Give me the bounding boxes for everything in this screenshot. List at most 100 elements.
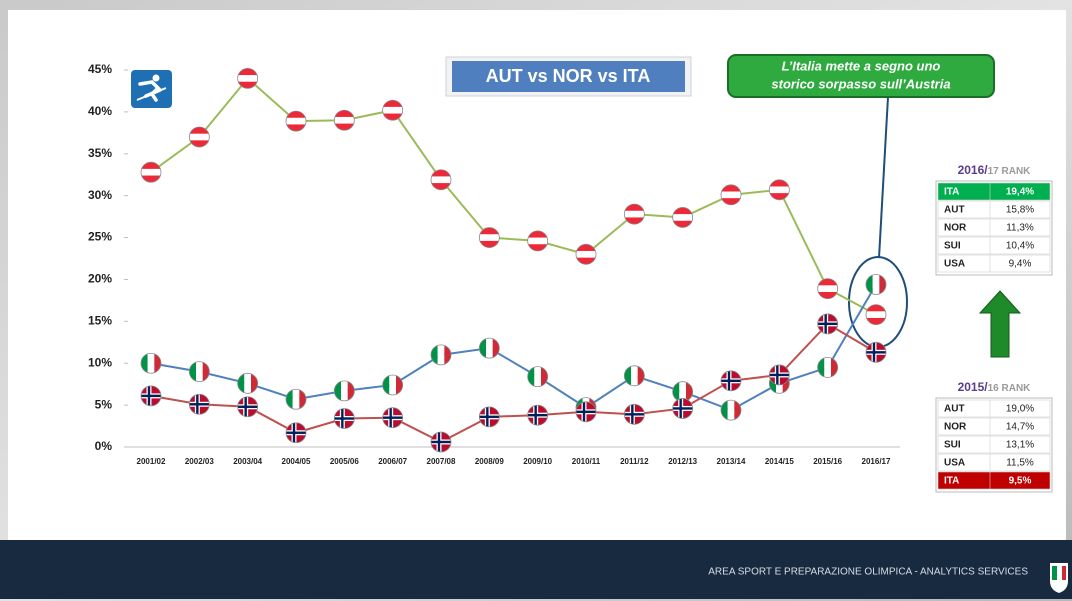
- y-tick-label: 10%: [88, 355, 112, 369]
- flag-marker: [188, 361, 210, 383]
- flag-marker: [478, 337, 500, 359]
- flag-marker: [575, 401, 597, 423]
- flag-marker: [768, 179, 790, 201]
- table-cell: NOR: [944, 422, 967, 433]
- flag-marker: [527, 366, 549, 388]
- x-tick-label: 2011/12: [620, 457, 649, 466]
- footer-band: [0, 540, 1072, 599]
- y-tick-label: 30%: [88, 188, 112, 202]
- table-cell: 15,8%: [1006, 205, 1034, 216]
- flag-marker: [237, 372, 259, 394]
- x-tick-label: 2010/11: [572, 457, 601, 466]
- title-box: [452, 61, 685, 92]
- flag-marker: [623, 403, 645, 425]
- table-cell: NOR: [944, 223, 967, 234]
- x-tick-label: 2012/13: [668, 457, 697, 466]
- table-row: [937, 236, 1051, 255]
- table-row: [937, 471, 1051, 490]
- plot: 0% 5% 10% 15% 20% 25% 30% 35% 40% 45% 2001/02 2002/…: [88, 62, 900, 466]
- series-line: [150, 76, 877, 316]
- flag-marker: [865, 304, 887, 326]
- table-title-part: 2015/: [958, 380, 989, 394]
- flag-marker: [865, 341, 887, 363]
- series-line: [150, 322, 877, 444]
- y-tick-label: 35%: [88, 146, 112, 160]
- x-tick-label: 2009/10: [523, 457, 552, 466]
- flag-marker: [575, 243, 597, 265]
- flag-marker: [672, 398, 694, 419]
- flag-marker: [285, 388, 307, 410]
- flag-marker: [382, 374, 404, 396]
- table-cell: ITA: [944, 476, 959, 487]
- table-title-part: 17 RANK: [988, 166, 1032, 177]
- table-row: [937, 399, 1051, 418]
- ski-icon: [131, 70, 172, 108]
- x-tick-label: 2005/06: [330, 457, 359, 466]
- y-tick-label: 20%: [88, 272, 112, 286]
- y-tick-label: 45%: [88, 62, 112, 76]
- flag-marker: [382, 407, 404, 429]
- flag-marker: [817, 313, 839, 335]
- flag-marker: [382, 99, 404, 121]
- chart-title: AUT vs NOR vs ITA: [486, 66, 651, 86]
- table-cell: SUI: [944, 440, 961, 451]
- flag-marker: [817, 357, 839, 378]
- table-row: [937, 218, 1051, 237]
- callout-line: [878, 96, 889, 259]
- flag-marker: [527, 404, 549, 426]
- x-tick-label: 2003/04: [233, 457, 262, 466]
- flag-marker: [333, 408, 355, 429]
- table-cell: 11,5%: [1006, 458, 1034, 469]
- y-tick-label: 0%: [95, 439, 113, 453]
- series-line: [150, 283, 877, 412]
- annotation-line: L’Italia mette a segno uno: [782, 58, 941, 73]
- table-cell: 14,7%: [1006, 422, 1034, 433]
- table-cell: SUI: [944, 241, 961, 252]
- flag-marker: [720, 184, 742, 206]
- y-tick-label: 25%: [88, 230, 112, 244]
- x-tick-label: 2014/15: [765, 457, 794, 466]
- flag-marker: [430, 344, 452, 366]
- table-title: 2015/16 RANK: [958, 380, 1032, 394]
- x-tick-label: 2004/05: [282, 457, 311, 466]
- flag-marker: [285, 422, 307, 444]
- y-tick-label: 5%: [95, 397, 113, 411]
- table-cell: 11,3%: [1006, 223, 1034, 234]
- table-cell: 9,4%: [1009, 259, 1032, 270]
- rank-tables: 2016/17 RANK ITA 19,4% AUT 15,8% NOR 11,3% SUI 1…: [935, 163, 1053, 493]
- flag-marker: [285, 110, 307, 132]
- table-row: [937, 254, 1051, 273]
- table-cell: ITA: [944, 187, 959, 198]
- annotation-line: storico sorpasso sull’Austria: [771, 76, 950, 91]
- flag-marker: [140, 161, 162, 183]
- y-tick-label: 15%: [88, 314, 112, 328]
- flag-marker: [188, 393, 210, 415]
- flag-marker: [140, 352, 162, 374]
- x-tick-label: 2016/17: [862, 457, 891, 466]
- x-tick-label: 2001/02: [137, 457, 166, 466]
- x-tick-label: 2015/16: [813, 457, 842, 466]
- flag-marker: [478, 406, 500, 428]
- flag-marker: [720, 399, 742, 421]
- y-tick-label: 40%: [88, 104, 112, 118]
- flag-marker: [478, 227, 500, 248]
- flag-marker: [237, 67, 259, 89]
- flag-marker: [720, 370, 742, 392]
- x-tick-label: 2007/08: [427, 457, 456, 466]
- flag-marker: [527, 230, 549, 252]
- table-cell: USA: [944, 458, 965, 469]
- x-tick-label: 2008/09: [475, 457, 504, 466]
- flag-marker: [817, 278, 839, 300]
- table-cell: USA: [944, 259, 965, 270]
- flag-marker: [333, 380, 355, 402]
- flag-marker: [237, 396, 259, 418]
- table-cell: AUT: [944, 404, 965, 415]
- table-title-part: 16 RANK: [988, 383, 1032, 394]
- flag-marker: [430, 169, 452, 191]
- flag-marker: [768, 364, 790, 386]
- flag-marker: [623, 365, 645, 387]
- table-cell: 19,4%: [1006, 187, 1034, 198]
- table-cell: 19,0%: [1006, 404, 1034, 415]
